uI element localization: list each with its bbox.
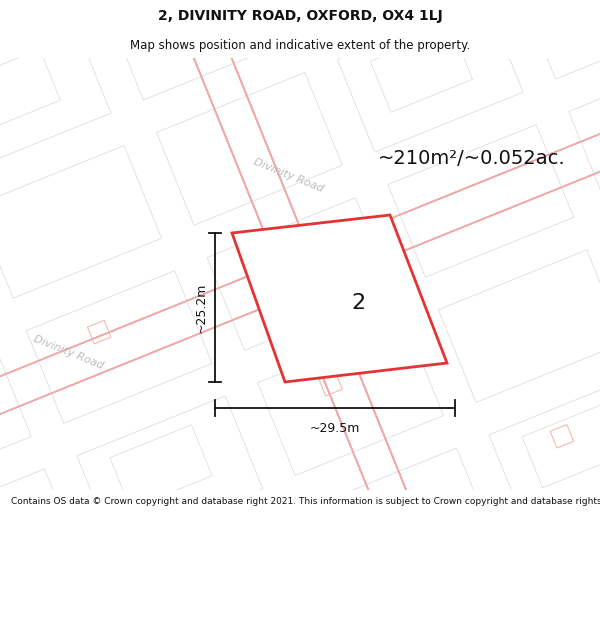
Polygon shape xyxy=(359,573,545,625)
Polygon shape xyxy=(0,0,61,48)
Text: ~29.5m: ~29.5m xyxy=(310,421,360,434)
Polygon shape xyxy=(287,0,473,27)
Polygon shape xyxy=(106,0,292,100)
Polygon shape xyxy=(257,323,443,476)
Polygon shape xyxy=(77,396,263,549)
Polygon shape xyxy=(0,21,111,173)
Polygon shape xyxy=(439,250,600,402)
Polygon shape xyxy=(127,521,313,625)
Polygon shape xyxy=(539,500,600,625)
Polygon shape xyxy=(489,375,600,528)
Polygon shape xyxy=(569,52,600,204)
Text: Map shows position and indicative extent of the property.: Map shows position and indicative extent… xyxy=(130,39,470,52)
Polygon shape xyxy=(0,344,31,496)
Text: Contains OS data © Crown copyright and database right 2021. This information is : Contains OS data © Crown copyright and d… xyxy=(11,497,600,506)
Polygon shape xyxy=(232,215,447,382)
Polygon shape xyxy=(388,124,574,278)
Text: 2: 2 xyxy=(352,293,365,313)
Polygon shape xyxy=(157,72,343,225)
Polygon shape xyxy=(308,448,494,601)
Text: ~210m²/~0.052ac.: ~210m²/~0.052ac. xyxy=(378,149,566,168)
Polygon shape xyxy=(518,0,600,79)
Polygon shape xyxy=(337,0,523,152)
Polygon shape xyxy=(0,146,161,298)
Text: Divinity Road: Divinity Road xyxy=(251,156,325,194)
Polygon shape xyxy=(0,469,82,622)
Text: Divinity Road: Divinity Road xyxy=(32,333,104,371)
Text: ~25.2m: ~25.2m xyxy=(194,282,208,332)
Polygon shape xyxy=(207,198,393,351)
Polygon shape xyxy=(26,271,212,423)
Polygon shape xyxy=(0,594,133,625)
Text: 2, DIVINITY ROAD, OXFORD, OX4 1LJ: 2, DIVINITY ROAD, OXFORD, OX4 1LJ xyxy=(158,9,442,23)
